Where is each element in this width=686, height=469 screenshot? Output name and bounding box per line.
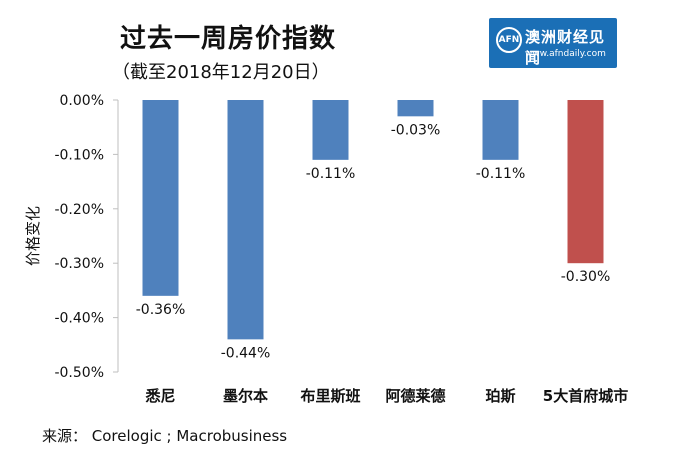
- y-tick-label: -0.10%: [54, 147, 104, 163]
- chart-title: 过去一周房价指数: [120, 24, 337, 54]
- x-category-label: 布里斯班: [300, 387, 360, 405]
- x-category-label: 5大首府城市: [543, 387, 628, 405]
- chart-subtitle: （截至2018年12月20日）: [112, 62, 330, 83]
- bar: [227, 100, 264, 340]
- source-note: 来源： Corelogic ; Macrobusiness: [42, 427, 288, 445]
- bar: [142, 100, 179, 296]
- y-tick-label: -0.40%: [54, 311, 104, 327]
- bars: -0.36% -0.44% -0.11% -0.03% -0.11% -0.30%: [136, 100, 611, 361]
- y-axis: 0.00% -0.10% -0.20% -0.30% -0.40% -0.50% 价格变化: [24, 93, 119, 381]
- x-category-label: 悉尼: [144, 387, 175, 405]
- afn-logo: AFN 澳洲财经见闻 www.afndaily.com: [489, 18, 617, 68]
- afn-logo-icon: AFN: [496, 27, 522, 53]
- bar-value-label: -0.36%: [136, 302, 186, 318]
- x-category-label: 墨尔本: [223, 387, 268, 405]
- logo-name: 澳洲财经见闻: [525, 28, 606, 67]
- bar: [482, 100, 519, 160]
- x-category-label: 阿德莱德: [385, 387, 445, 405]
- bar-value-label: -0.44%: [221, 345, 271, 361]
- bar-value-label: -0.11%: [306, 166, 356, 182]
- bar-value-label: -0.11%: [476, 166, 526, 182]
- y-tick-label: -0.50%: [54, 365, 104, 381]
- y-tick-label: -0.20%: [54, 202, 104, 218]
- bar-value-label: -0.03%: [391, 122, 441, 138]
- bar-chart: 0.00%-0.10%-0.20%-0.30%-0.40%-0.50%价格变化 …: [24, 93, 628, 405]
- logo-url: www.afndaily.com: [525, 49, 606, 59]
- bar: [397, 100, 434, 117]
- y-tick-label: -0.30%: [54, 256, 104, 272]
- bar: [312, 100, 349, 160]
- x-axis-labels: 悉尼 墨尔本 布里斯班 阿德莱德 珀斯 5大首府城市: [144, 387, 628, 405]
- y-tick-label: 0.00%: [60, 93, 104, 109]
- bar-value-label: -0.30%: [561, 269, 611, 285]
- x-category-label: 珀斯: [485, 387, 515, 405]
- bar: [567, 100, 604, 264]
- y-axis-title: 价格变化: [24, 206, 42, 266]
